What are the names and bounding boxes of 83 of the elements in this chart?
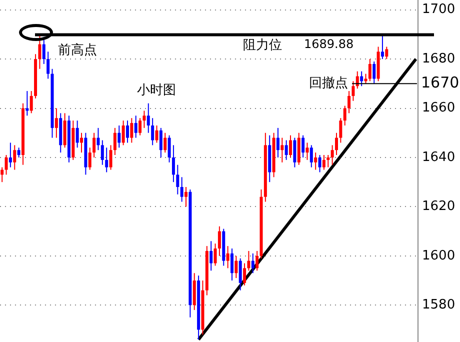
candlestick <box>4 154 8 176</box>
candlestick <box>276 127 280 158</box>
candlestick <box>230 248 234 281</box>
ref-line-label: 1670 <box>421 74 460 92</box>
candlestick <box>164 132 167 154</box>
candlestick <box>218 226 221 256</box>
candlestick <box>184 186 188 208</box>
y-tick-label: 1640 <box>422 150 456 165</box>
y-tick-label: 1620 <box>422 199 456 214</box>
candlestick <box>130 118 134 144</box>
candlestick <box>372 61 376 84</box>
candlestick <box>8 142 12 168</box>
y-tick-label: 1600 <box>422 248 456 264</box>
candlestick <box>284 140 288 160</box>
candlestick <box>168 134 171 163</box>
candlestick <box>280 137 284 163</box>
candlestick <box>214 243 217 266</box>
candlestick <box>243 262 246 286</box>
annotation: 小时图 <box>137 82 176 98</box>
candlestick <box>238 258 242 291</box>
candlestick <box>343 105 346 126</box>
annotation: 阻力位 <box>243 38 282 53</box>
candlestick <box>134 115 138 138</box>
candlestick <box>330 144 334 166</box>
candlestick <box>138 118 142 136</box>
candlestick <box>210 240 213 272</box>
candlestick <box>326 154 330 168</box>
candlestick <box>339 118 342 144</box>
candlestick <box>13 144 16 170</box>
candlestick <box>172 144 175 183</box>
candlestick <box>247 250 250 272</box>
candlestick <box>360 70 364 87</box>
candlestick <box>364 73 368 84</box>
candlestick <box>126 120 129 144</box>
candlestick <box>113 127 116 156</box>
y-tick-label: 1680 <box>422 51 456 66</box>
candlestick <box>17 147 20 158</box>
candlestick <box>76 120 79 148</box>
candlestick <box>368 58 372 82</box>
candlestick <box>289 134 292 158</box>
candlestick <box>109 144 112 170</box>
candlestick <box>100 140 104 166</box>
candlestick <box>92 132 96 158</box>
candlestick <box>385 46 388 60</box>
candlestick <box>80 132 84 154</box>
candlestick <box>46 51 50 80</box>
y-tick-label: 1700 <box>422 2 456 18</box>
candlestick <box>234 255 238 279</box>
candlestick <box>159 127 162 158</box>
candlestick <box>226 246 230 269</box>
candlestick <box>38 34 42 70</box>
candlestick <box>180 176 184 202</box>
candlestick <box>151 118 154 146</box>
candlestick <box>122 120 125 146</box>
candlestick <box>293 137 296 168</box>
candlestick <box>310 144 313 168</box>
candlestick <box>142 110 146 128</box>
candlestick <box>256 250 259 272</box>
candlestick <box>380 34 384 60</box>
candlestick <box>96 127 100 151</box>
y-tick-label: 1660 <box>422 100 456 116</box>
candlestick <box>352 80 355 102</box>
ref-line-label: 1689.88 <box>304 36 354 51</box>
candlestick <box>118 124 121 148</box>
candlestick <box>88 147 92 170</box>
candlestick <box>306 142 309 160</box>
candlestick <box>318 154 322 173</box>
candlestick <box>334 132 338 156</box>
annotation: 回撤点 <box>309 76 348 91</box>
candlestick <box>0 166 4 183</box>
candlestick <box>302 134 305 158</box>
candlestick <box>105 147 108 173</box>
candlestick <box>54 108 58 138</box>
candlestick <box>251 252 254 274</box>
candlestick <box>314 152 318 170</box>
candlestick <box>146 102 150 134</box>
annotation: 前高点 <box>58 42 97 58</box>
candlestick <box>30 90 33 114</box>
candlestick <box>322 154 326 170</box>
candlestick <box>155 124 158 144</box>
candlestick <box>176 164 180 195</box>
y-tick-label: 1580 <box>422 297 456 312</box>
candlestick <box>348 90 351 114</box>
